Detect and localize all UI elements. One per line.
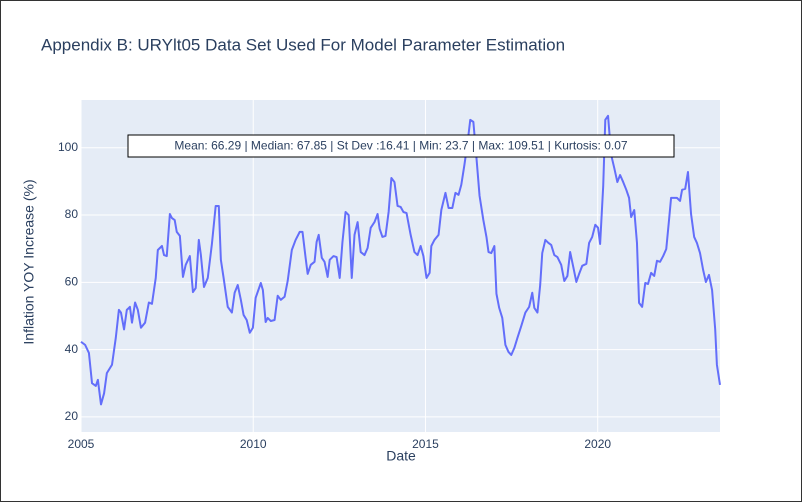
x-tick-label: 2005 bbox=[68, 437, 95, 451]
y-tick-label: 20 bbox=[65, 409, 79, 423]
y-tick-label: 80 bbox=[65, 207, 79, 221]
annotation: Mean: 66.29 | Median: 67.85 | St Dev :16… bbox=[174, 139, 628, 153]
y-tick-label: 60 bbox=[65, 274, 79, 288]
chart-title: Appendix B: URYlt05 Data Set Used For Mo… bbox=[41, 35, 565, 54]
y-tick-label: 40 bbox=[65, 342, 79, 356]
data-line bbox=[80, 114, 721, 406]
x-tick-label: 2015 bbox=[412, 437, 439, 451]
x-tick-label: 2010 bbox=[240, 437, 267, 451]
x-axis-label: Date bbox=[386, 448, 416, 464]
y-tick-label: 100 bbox=[58, 140, 78, 154]
annotation-box bbox=[127, 134, 675, 158]
y-axis-label: Inflation YOY Increase (%) bbox=[21, 179, 37, 344]
x-tick-label: 2020 bbox=[584, 437, 611, 451]
